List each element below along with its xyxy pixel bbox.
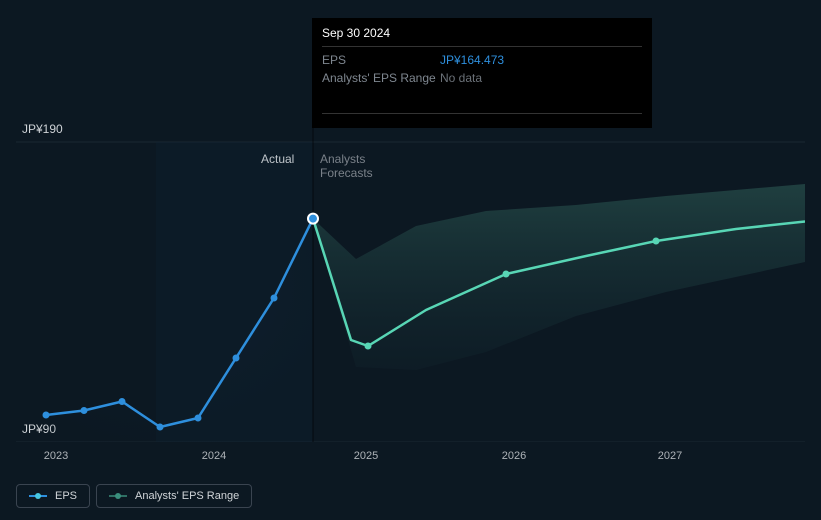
chart-legend: EPS Analysts' EPS Range [16, 484, 252, 508]
legend-item[interactable]: Analysts' EPS Range [96, 484, 252, 508]
x-axis-tick: 2027 [658, 450, 682, 462]
x-axis-tick: 2026 [502, 450, 526, 462]
tooltip-row-value: No data [440, 71, 482, 85]
legend-swatch-icon [109, 492, 127, 500]
tooltip-date: Sep 30 2024 [322, 26, 642, 47]
legend-label: Analysts' EPS Range [135, 490, 239, 502]
legend-item[interactable]: EPS [16, 484, 90, 508]
tooltip-row: Analysts' EPS RangeNo data [322, 69, 642, 87]
legend-swatch-icon [29, 492, 47, 500]
tooltip-row-value: JP¥164.473 [440, 53, 504, 67]
x-axis-tick: 2025 [354, 450, 378, 462]
tooltip-row-label: EPS [322, 53, 440, 67]
tooltip-divider [322, 113, 642, 114]
tooltip-row-label: Analysts' EPS Range [322, 71, 440, 85]
x-axis: 2023 2024 2025 2026 2027 [16, 450, 805, 470]
x-axis-tick: 2024 [202, 450, 226, 462]
chart-svg [16, 118, 805, 442]
chart-tooltip: Sep 30 2024 EPSJP¥164.473Analysts' EPS R… [312, 18, 652, 128]
legend-label: EPS [55, 490, 77, 502]
tooltip-row: EPSJP¥164.473 [322, 51, 642, 69]
x-axis-tick: 2023 [44, 450, 68, 462]
